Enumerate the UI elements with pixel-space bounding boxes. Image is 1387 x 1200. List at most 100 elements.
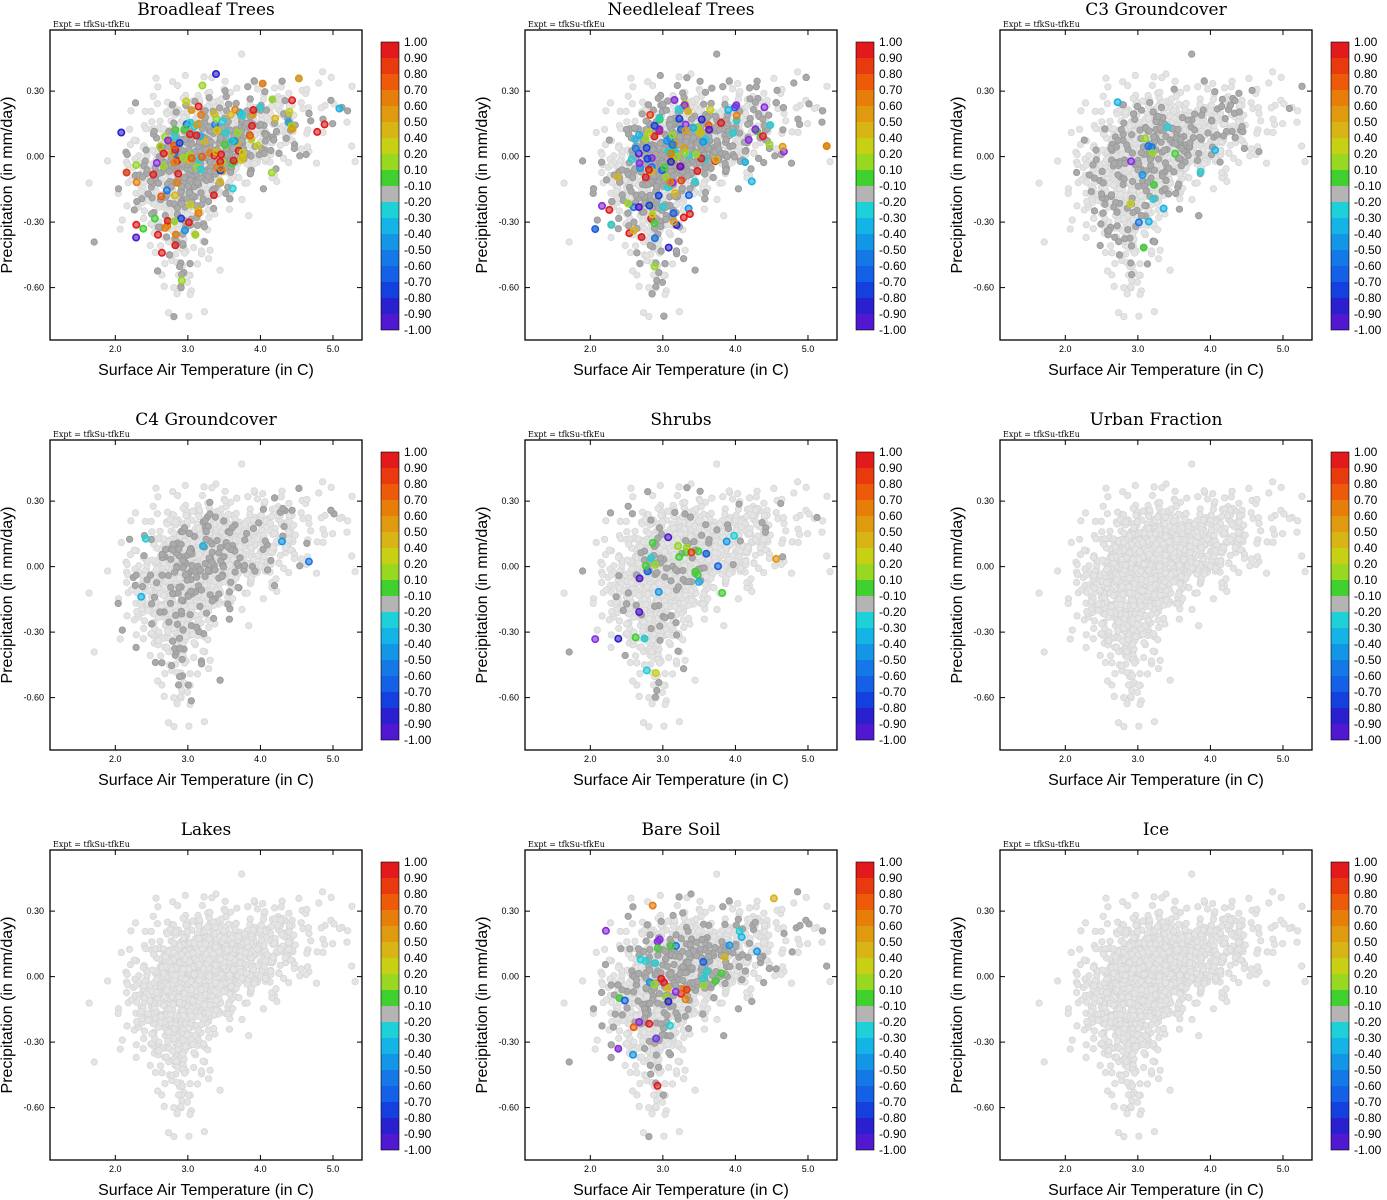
point-colored [643, 154, 652, 163]
point-colored [693, 167, 702, 176]
colorbar-swatch [381, 170, 399, 186]
point-base [147, 107, 155, 116]
colorbar-swatch [856, 42, 874, 58]
point-neutral [578, 157, 587, 165]
point-base [238, 50, 246, 58]
point-base [158, 271, 166, 279]
point-colored [706, 105, 715, 114]
point-base [126, 141, 135, 149]
point-neutral [256, 120, 265, 129]
point-base [297, 145, 305, 153]
point-base [645, 312, 653, 321]
point-base [607, 233, 615, 242]
point-colored [670, 189, 679, 198]
point-neutral [735, 129, 744, 137]
point-base [760, 89, 768, 97]
point-base [592, 128, 600, 137]
point-neutral [708, 84, 716, 92]
point-neutral [261, 88, 269, 96]
point-neutral [305, 109, 313, 118]
point-base [148, 118, 156, 126]
point-colored [320, 120, 329, 129]
point-neutral [707, 164, 715, 172]
point-base [1247, 99, 1255, 107]
point-base [343, 118, 351, 126]
colorbar-swatch [381, 202, 399, 218]
point-neutral [802, 73, 810, 82]
point-colored [150, 214, 159, 223]
point-colored [724, 106, 733, 115]
colorbar-label: 0.60 [404, 99, 428, 113]
point-colored [171, 126, 180, 135]
colorbar-label: -0.60 [879, 259, 907, 273]
point-neutral [114, 185, 123, 193]
point-base [728, 85, 737, 93]
point-colored [634, 131, 643, 140]
point-colored [335, 104, 344, 113]
point-neutral [754, 154, 763, 162]
point-base [126, 125, 134, 133]
point-neutral [765, 111, 773, 119]
point-neutral [790, 79, 798, 87]
point-base [245, 212, 253, 220]
point-colored [666, 157, 675, 166]
point-neutral [197, 189, 205, 197]
point-base [782, 117, 790, 125]
colorbar-label: -0.30 [404, 211, 432, 225]
point-neutral [296, 152, 304, 160]
point-neutral [730, 153, 739, 161]
point-neutral [818, 107, 827, 115]
point-neutral [193, 221, 201, 230]
point-neutral [133, 198, 141, 206]
point-colored [669, 217, 678, 226]
colorbar-swatch [856, 186, 874, 202]
point-neutral [687, 115, 696, 123]
point-colored [171, 241, 180, 250]
colorbar-swatch [856, 234, 874, 250]
colorbar-swatch [856, 106, 874, 122]
colorbar-label: -0.10 [879, 179, 907, 193]
point-neutral [180, 173, 188, 181]
point-base [193, 260, 202, 268]
point-colored [220, 140, 229, 149]
point-base [205, 255, 213, 263]
point-base [141, 107, 149, 116]
point-neutral [719, 83, 727, 91]
colorbar-swatch [381, 42, 399, 58]
colorbar-swatch [381, 122, 399, 138]
point-neutral [701, 188, 710, 197]
point-neutral [662, 215, 670, 223]
point-neutral [200, 223, 208, 231]
point-base [327, 73, 335, 82]
point-colored [285, 108, 294, 117]
point-base [317, 104, 325, 112]
point-base [1035, 179, 1043, 187]
point-neutral [191, 97, 199, 105]
point-base [624, 92, 632, 100]
point-colored [177, 276, 186, 285]
point-neutral [205, 122, 213, 131]
point-base [741, 109, 750, 118]
point-colored [209, 191, 218, 200]
point-neutral [172, 108, 180, 116]
point-neutral [246, 170, 254, 178]
point-neutral [216, 104, 224, 112]
point-neutral [712, 112, 720, 120]
point-neutral [343, 107, 352, 115]
colorbar-swatch [381, 154, 399, 170]
point-colored [629, 226, 638, 235]
point-neutral [589, 185, 598, 193]
point-colored [672, 152, 681, 161]
colorbar-label: -0.40 [879, 227, 907, 241]
colorbar-swatch [381, 106, 399, 122]
point-colored [161, 223, 170, 232]
colorbar-label: -0.70 [404, 275, 432, 289]
point-neutral [678, 184, 686, 192]
point-colored [685, 210, 694, 219]
point-colored [732, 101, 741, 110]
y-tick-label: -0.60 [498, 283, 519, 293]
point-neutral [150, 127, 158, 135]
point-colored [689, 123, 698, 132]
point-neutral [261, 137, 269, 145]
